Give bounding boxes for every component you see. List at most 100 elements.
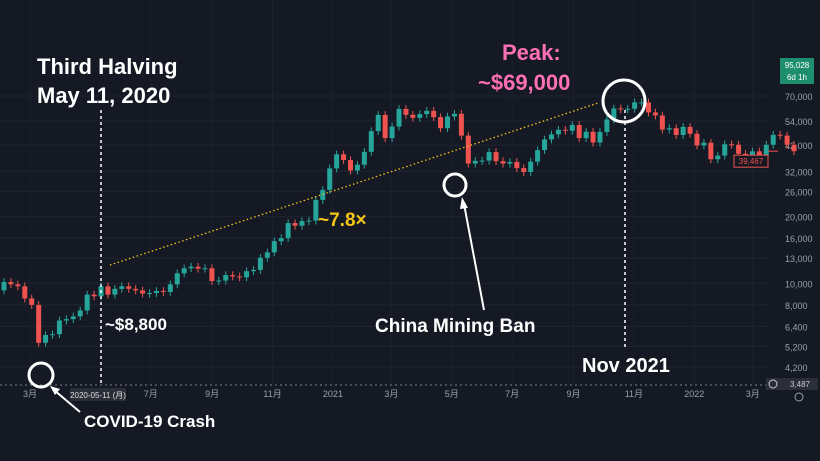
y-tick-label: 4,200 <box>785 363 808 373</box>
candle-body <box>119 286 125 289</box>
candle-body <box>382 114 388 139</box>
china-arrow <box>463 203 485 311</box>
candle-body <box>590 131 596 143</box>
x-tick-label: 3月 <box>746 389 760 399</box>
x-tick-label: 11月 <box>625 389 643 399</box>
covid-arrow <box>53 389 81 413</box>
china-ban-label: China Mining Ban <box>375 316 536 337</box>
candle-body <box>410 114 416 118</box>
candle-body <box>174 273 180 285</box>
candle-body <box>396 108 402 127</box>
x-tick-label: 2022 <box>684 389 704 399</box>
candle-body <box>472 160 478 164</box>
candle-body <box>431 110 437 118</box>
candle-body <box>327 168 333 190</box>
candle-body <box>230 275 236 277</box>
y-tick-label: 54,000 <box>785 117 813 127</box>
candle-body <box>63 319 69 321</box>
candle-body <box>271 241 277 253</box>
candle-body <box>237 276 243 278</box>
x-tick-label: 7月 <box>144 389 158 399</box>
candle-body <box>479 160 485 162</box>
candle-body <box>84 294 90 311</box>
candle-body <box>50 334 56 336</box>
growth-multiple-label: ~7.8× <box>318 210 367 231</box>
candle-body <box>36 304 42 343</box>
candle-body <box>639 102 645 104</box>
candle-body <box>375 114 381 132</box>
candle-body <box>22 286 28 299</box>
x-tick-label: 7月 <box>505 389 519 399</box>
candle-body <box>715 155 721 160</box>
candle-body <box>500 161 506 164</box>
candle-body <box>1 281 7 291</box>
china-arrow-head <box>460 197 468 209</box>
candle-body <box>313 199 319 221</box>
candle-body <box>458 113 464 136</box>
candle-body <box>486 152 492 161</box>
peak-price: ~$69,000 <box>478 70 571 95</box>
candle-body <box>257 257 263 270</box>
candle-body <box>451 113 457 117</box>
candle-body <box>403 108 409 115</box>
candle-body <box>666 128 672 130</box>
covid-crash-label: COVID-19 Crash <box>84 412 216 431</box>
candle-body <box>687 126 693 134</box>
x-tick-label: 3月 <box>384 389 398 399</box>
candle-body <box>188 266 194 269</box>
candle-body <box>611 108 617 120</box>
candle-body <box>528 161 534 172</box>
candle-body <box>126 286 132 289</box>
candle-body <box>736 144 742 154</box>
candle-body <box>181 268 187 274</box>
candle-body <box>597 131 603 143</box>
y-tick-label: 70,000 <box>785 92 813 102</box>
candle-body <box>105 286 111 295</box>
candle-body <box>770 134 776 145</box>
y-tick-label: 32,000 <box>785 167 813 177</box>
x-tick-label: 2021 <box>323 389 343 399</box>
y-tick-label: 26,000 <box>785 187 813 197</box>
candle-body <box>195 266 201 269</box>
candle-body <box>701 142 707 146</box>
covid-low-circle <box>27 361 55 389</box>
candle-body <box>216 280 222 282</box>
candle-body <box>583 131 589 139</box>
candle-body <box>264 252 270 258</box>
y-tick-label: 5,200 <box>785 342 808 352</box>
candle-body <box>535 150 541 162</box>
candle-body <box>209 268 215 282</box>
crosshair-date-badge <box>70 388 126 401</box>
y-tick-label: 16,000 <box>785 234 813 244</box>
candle-body <box>15 284 21 287</box>
candle-body <box>645 102 651 113</box>
bottom-price-badge <box>766 378 818 390</box>
candle-body <box>493 152 499 162</box>
y-tick-label: 6,400 <box>785 322 808 332</box>
candle-body <box>576 124 582 139</box>
candle-body <box>569 124 575 131</box>
candle-body <box>777 134 783 136</box>
peak-title: Peak: <box>502 40 561 65</box>
candle-body <box>694 133 700 146</box>
plus-icon <box>768 379 778 389</box>
y-tick-label: 8,000 <box>785 301 808 311</box>
candle-body <box>140 290 146 294</box>
candle-body <box>424 110 430 115</box>
countdown-label: 6d 1h <box>787 73 807 82</box>
candle-body <box>43 335 49 343</box>
candle-body <box>791 144 797 152</box>
peak-circle <box>601 78 647 124</box>
x-tick-label: 11月 <box>263 389 281 399</box>
candle-body <box>722 144 728 156</box>
candle-body <box>389 126 395 139</box>
halving-price-label: ~$8,800 <box>105 315 167 334</box>
candle-body <box>514 161 520 169</box>
candle-body <box>8 281 14 285</box>
covid-arrow-head <box>50 386 60 395</box>
candle-body <box>341 154 347 161</box>
candle-body <box>652 112 658 116</box>
nov-2021-label: Nov 2021 <box>582 355 670 377</box>
candle-body <box>223 275 229 281</box>
